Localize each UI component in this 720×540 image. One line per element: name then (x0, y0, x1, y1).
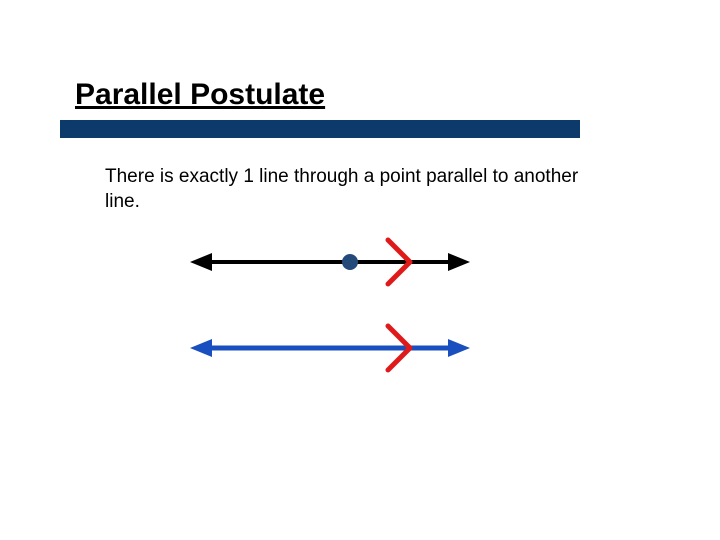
title-accent-bullet (60, 121, 76, 137)
title-accent-bar (60, 120, 580, 138)
parallel-lines-diagram (170, 220, 530, 390)
slide-title: Parallel Postulate (75, 78, 325, 112)
postulate-text: There is exactly 1 line through a point … (105, 165, 585, 214)
